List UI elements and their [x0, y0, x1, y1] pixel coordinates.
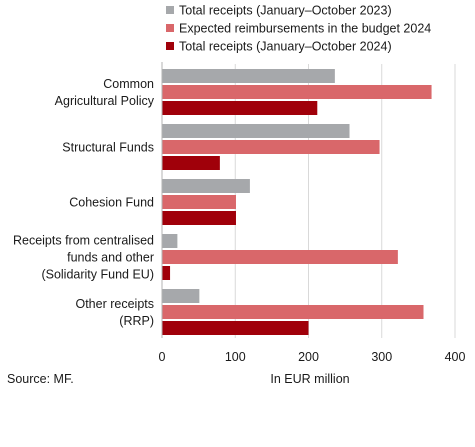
bar: [162, 140, 380, 154]
x-tick-label: 200: [298, 350, 319, 364]
legend-label: Expected reimbursements in the budget 20…: [179, 22, 431, 36]
bar: [162, 179, 250, 193]
x-axis: 0 100 200 300 400: [159, 62, 466, 364]
category-label: Other receipts: [75, 297, 154, 311]
category-label: Cohesion Fund: [69, 196, 154, 210]
x-tick-label: 100: [225, 350, 246, 364]
category-label: funds and other: [67, 251, 154, 265]
x-tick-label: 0: [159, 350, 166, 364]
bar: [162, 266, 171, 280]
bar: [162, 85, 432, 99]
bar: [162, 156, 220, 170]
x-tick-label: 400: [445, 350, 466, 364]
bar: [162, 195, 236, 209]
category-label: Structural Funds: [62, 141, 154, 155]
category-labels: Common Agricultural Policy Structural Fund…: [13, 77, 155, 328]
source-note: Source: MF.: [7, 372, 74, 386]
x-axis-label: In EUR million: [270, 372, 349, 386]
legend-swatch: [166, 42, 174, 50]
bar: [162, 101, 318, 115]
bar: [162, 289, 200, 303]
category-label: Common: [103, 77, 154, 91]
bar: [162, 124, 350, 138]
bar: [162, 69, 335, 83]
legend-label: Total receipts (January–October 2023): [179, 4, 392, 18]
category-label: (RRP): [119, 314, 154, 328]
bar: [162, 250, 398, 264]
legend: Total receipts (January–October 2023) Exp…: [166, 4, 431, 54]
bars: [162, 69, 432, 335]
category-label: (Solidarity Fund EU): [41, 268, 154, 282]
category-label: Agricultural Policy: [55, 94, 155, 108]
bar: [162, 321, 309, 335]
bar: [162, 234, 178, 248]
x-tick-label: 300: [371, 350, 392, 364]
bar: [162, 305, 424, 319]
legend-swatch: [166, 24, 174, 32]
legend-swatch: [166, 6, 174, 14]
legend-label: Total receipts (January–October 2024): [179, 40, 392, 54]
category-label: Receipts from centralised: [13, 234, 154, 248]
bar: [162, 211, 236, 225]
